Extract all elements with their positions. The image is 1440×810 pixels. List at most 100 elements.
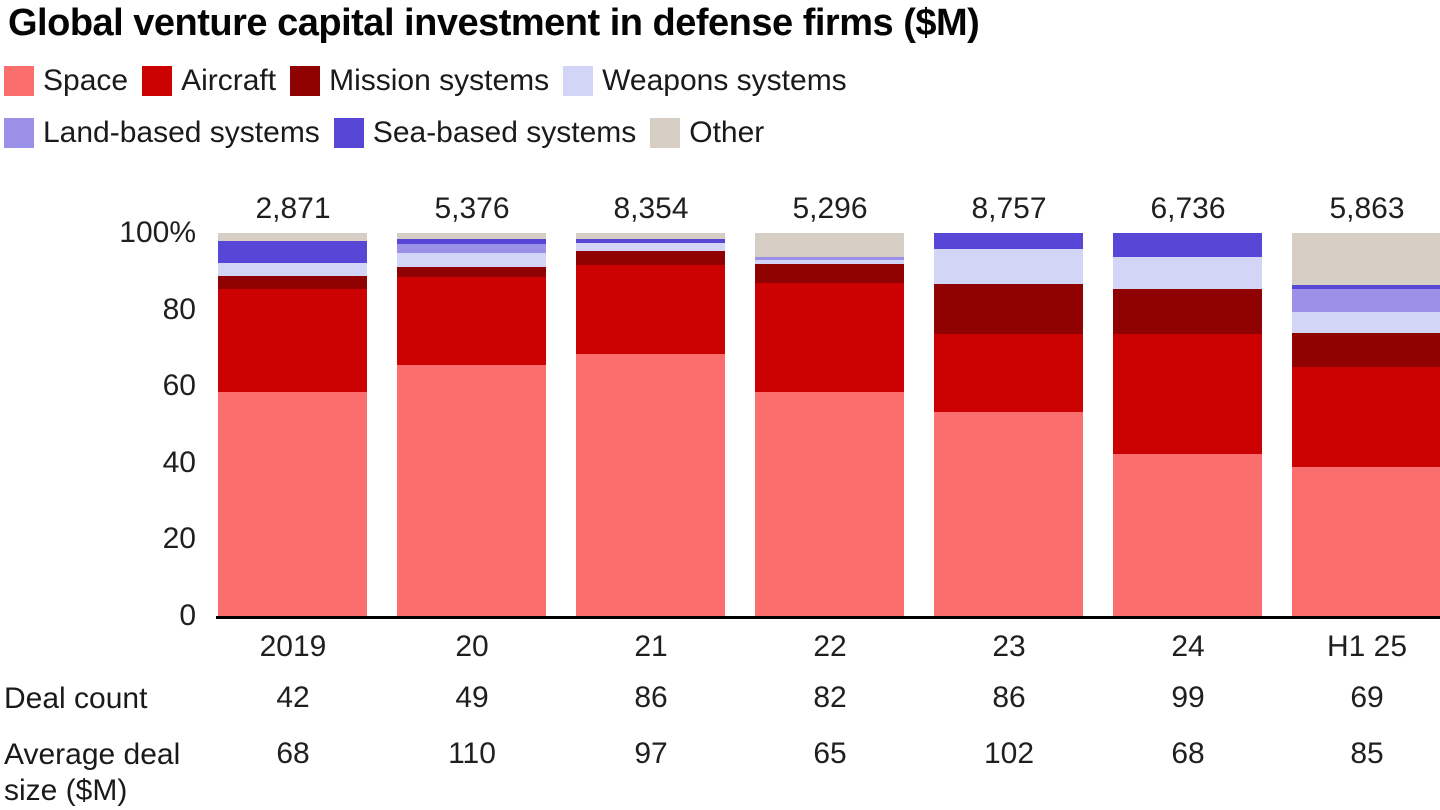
stacked-bar-22 xyxy=(755,233,904,616)
bar-segment-aircraft xyxy=(1113,334,1262,454)
y-axis-tick: 60 xyxy=(162,369,196,402)
bar-segment-mission-systems xyxy=(397,267,546,277)
bar-segment-other xyxy=(755,233,904,257)
table-cell-value: 85 xyxy=(1350,737,1384,770)
x-axis-category-label: 24 xyxy=(1171,630,1205,663)
legend-label: Mission systems xyxy=(329,64,550,97)
bar-segment-aircraft xyxy=(934,334,1083,412)
bar-segment-sea-based-systems xyxy=(218,241,367,263)
table-cell-value: 86 xyxy=(634,681,668,714)
bar-segment-space xyxy=(397,365,546,616)
legend-label: Sea-based systems xyxy=(372,116,637,149)
bar-total-label: 5,863 xyxy=(1329,192,1405,225)
legend-item-aircraft: Aircraft xyxy=(142,64,276,98)
legend-label: Weapons systems xyxy=(602,64,847,97)
legend-label: Aircraft xyxy=(181,64,277,97)
bar-segment-space xyxy=(755,392,904,616)
legend-item-mission-systems: Mission systems xyxy=(290,64,549,98)
legend-item-land-based-systems: Land-based systems xyxy=(4,116,320,150)
bar-segment-mission-systems xyxy=(576,251,725,265)
bar-segment-space xyxy=(934,412,1083,616)
bar-total-label: 8,354 xyxy=(613,192,689,225)
bar-segment-weapons-systems xyxy=(1292,312,1440,333)
bar-segment-aircraft xyxy=(1292,367,1440,467)
bar-segment-weapons-systems xyxy=(755,260,904,264)
bar-total-label: 8,757 xyxy=(971,192,1047,225)
legend-item-sea-based-systems: Sea-based systems xyxy=(333,116,637,150)
bar-segment-other xyxy=(1292,233,1440,285)
table-cell-value: 68 xyxy=(276,737,310,770)
table-cell-value: 110 xyxy=(448,737,496,770)
table-cell-value: 68 xyxy=(1171,737,1205,770)
legend-swatch-icon xyxy=(650,118,681,148)
bar-segment-mission-systems xyxy=(755,264,904,283)
bar-segment-weapons-systems xyxy=(1113,257,1262,289)
bar-segment-sea-based-systems xyxy=(1292,285,1440,289)
y-axis-tick: 40 xyxy=(162,446,196,479)
bar-segment-mission-systems xyxy=(1292,333,1440,367)
stacked-bar-21 xyxy=(576,233,725,616)
x-axis-category-label: 2019 xyxy=(259,630,327,663)
stacked-bar-20 xyxy=(397,233,546,616)
stacked-bar-2019 xyxy=(218,233,367,616)
legend-label: Land-based systems xyxy=(43,116,320,149)
table-cell-value: 86 xyxy=(992,681,1026,714)
legend-row-1: Space Aircraft Mission systems Weapons syst… xyxy=(4,64,847,98)
bar-segment-other xyxy=(397,233,546,239)
x-axis-category-label: 21 xyxy=(634,630,668,663)
bar-segment-space xyxy=(576,354,725,616)
bar-segment-other xyxy=(576,233,725,239)
bar-segment-space xyxy=(1292,467,1440,616)
bar-segment-space xyxy=(1113,454,1262,616)
stacked-bar-h1-25 xyxy=(1292,233,1440,616)
legend-swatch-icon xyxy=(290,66,321,96)
bar-segment-weapons-systems xyxy=(576,243,725,251)
deal-count-row-label: Deal count xyxy=(4,682,148,715)
bar-segment-aircraft xyxy=(576,265,725,354)
bar-total-label: 5,296 xyxy=(792,192,868,225)
bar-segment-land-based-systems xyxy=(755,257,904,260)
bar-segment-mission-systems xyxy=(934,284,1083,334)
table-cell-value: 65 xyxy=(813,737,847,770)
legend-swatch-icon xyxy=(333,118,364,148)
bar-segment-sea-based-systems xyxy=(397,239,546,244)
stacked-bar-23 xyxy=(934,233,1083,616)
bar-segment-sea-based-systems xyxy=(1113,233,1262,257)
y-axis-tick: 0 xyxy=(179,599,196,632)
table-cell-value: 102 xyxy=(983,737,1035,770)
table-cell-value: 69 xyxy=(1350,681,1384,714)
bar-segment-sea-based-systems xyxy=(576,239,725,243)
average-deal-size-row-label: Average deal size ($M) xyxy=(4,738,181,807)
bar-total-label: 6,736 xyxy=(1150,192,1226,225)
x-axis-category-label: H1 25 xyxy=(1326,630,1408,663)
bar-segment-mission-systems xyxy=(218,276,367,289)
bar-segment-space xyxy=(218,392,367,616)
bar-segment-mission-systems xyxy=(1113,289,1262,334)
legend-swatch-icon xyxy=(142,66,173,96)
legend-item-space: Space xyxy=(4,64,128,98)
legend-item-weapons-systems: Weapons systems xyxy=(563,64,847,98)
bar-segment-weapons-systems xyxy=(218,263,367,276)
bar-total-label: 5,376 xyxy=(434,192,510,225)
y-axis-tick: 20 xyxy=(162,522,196,555)
bar-segment-land-based-systems xyxy=(397,244,546,253)
bar-segment-aircraft xyxy=(218,289,367,392)
legend-item-other: Other xyxy=(650,116,764,150)
bar-segment-land-based-systems xyxy=(1292,289,1440,312)
legend-swatch-icon xyxy=(563,66,594,96)
bar-segment-weapons-systems xyxy=(934,249,1083,284)
legend-label: Other xyxy=(689,116,765,149)
bar-segment-other xyxy=(218,233,367,241)
bar-segment-sea-based-systems xyxy=(934,233,1083,249)
x-axis-category-label: 22 xyxy=(813,630,847,663)
x-axis-line xyxy=(216,616,1440,619)
y-axis-tick: 100% xyxy=(119,216,196,249)
bar-segment-weapons-systems xyxy=(397,253,546,267)
chart-title: Global venture capital investment in def… xyxy=(8,2,980,44)
y-axis-tick: 80 xyxy=(162,293,196,326)
bar-total-label: 2,871 xyxy=(255,192,331,225)
x-axis-category-label: 23 xyxy=(992,630,1026,663)
legend-swatch-icon xyxy=(4,66,34,96)
legend-swatch-icon xyxy=(4,118,34,148)
